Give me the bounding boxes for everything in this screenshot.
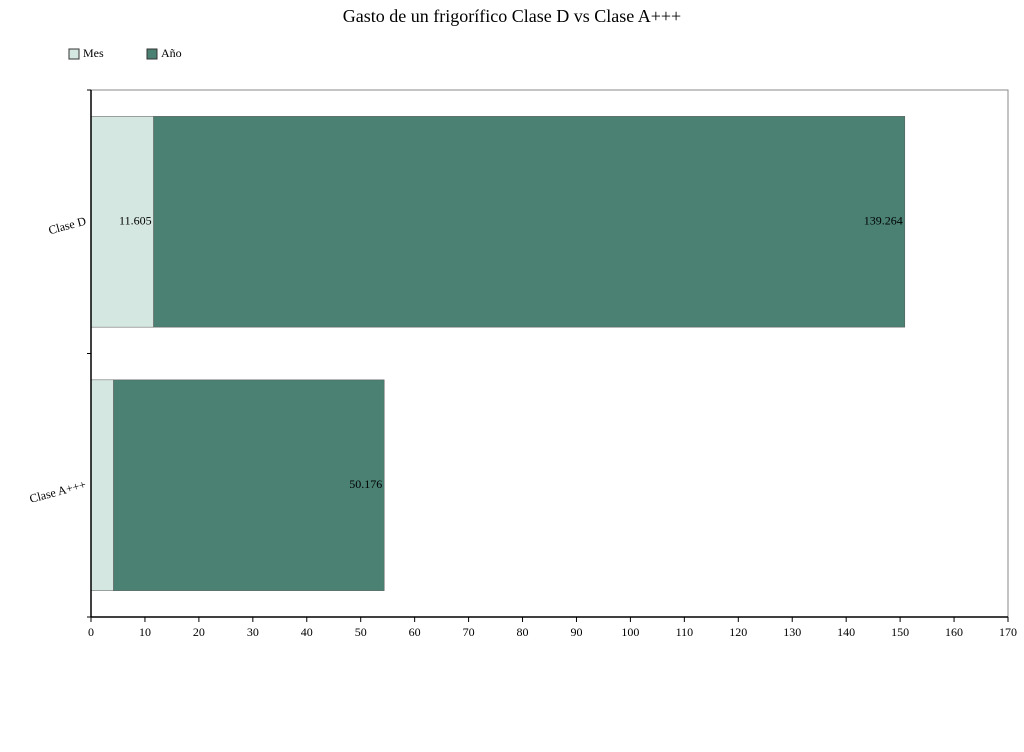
data-label: 11.605 <box>119 214 152 228</box>
x-tick-label: 150 <box>891 625 909 639</box>
x-tick-label: 90 <box>570 625 582 639</box>
y-tick-label: Clase A+++ <box>28 477 88 506</box>
x-tick-label: 20 <box>193 625 205 639</box>
bar-segment <box>113 379 385 591</box>
x-tick-label: 100 <box>621 625 639 639</box>
bar-segment <box>90 379 114 591</box>
x-tick-label: 160 <box>945 625 963 639</box>
legend-swatch <box>146 48 158 60</box>
x-tick-label: 170 <box>999 625 1017 639</box>
x-tick-label: 40 <box>301 625 313 639</box>
x-tick-label: 130 <box>783 625 801 639</box>
x-tick-label: 10 <box>139 625 151 639</box>
x-tick-label: 120 <box>729 625 747 639</box>
x-tick-label: 110 <box>676 625 694 639</box>
data-label: 139.264 <box>864 214 903 228</box>
x-tick-label: 50 <box>355 625 367 639</box>
legend-swatch <box>68 48 80 60</box>
x-tick-label: 70 <box>463 625 475 639</box>
x-tick-label: 140 <box>837 625 855 639</box>
x-tick-label: 30 <box>247 625 259 639</box>
x-tick-label: 0 <box>88 625 94 639</box>
bar-segment <box>153 116 906 328</box>
data-label: 50.176 <box>349 477 382 491</box>
x-tick-label: 60 <box>409 625 421 639</box>
x-tick-label: 80 <box>517 625 529 639</box>
chart-title: Gasto de un frigorífico Clase D vs Clase… <box>343 6 681 26</box>
y-tick-label: Clase D <box>47 214 88 238</box>
legend-label: Año <box>161 46 182 60</box>
legend-label: Mes <box>83 46 104 60</box>
